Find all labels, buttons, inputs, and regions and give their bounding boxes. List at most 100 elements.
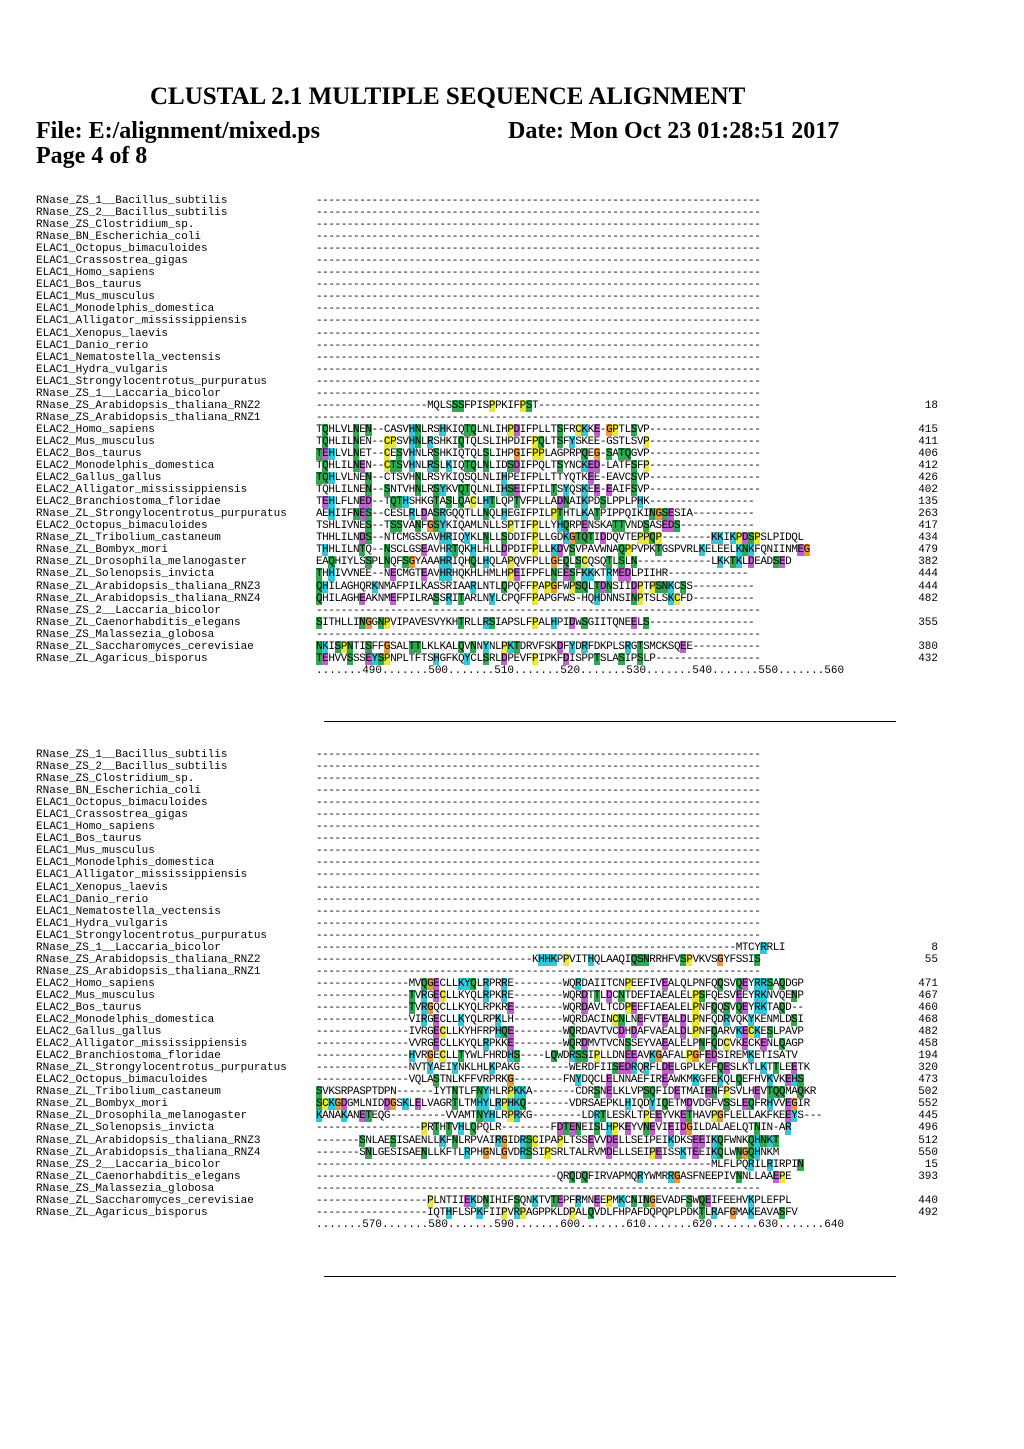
sequence-residues: ----------------------------------------… — [316, 785, 761, 798]
sequence-residues: -----------------------------------KHHKP… — [316, 953, 761, 966]
sequence-residues: SVKSRPASPTDPN------IYTNTLFNYHLRPKKA-----… — [316, 1086, 816, 1099]
residue-count: 479 — [918, 544, 938, 557]
sequence-residues: ----------------------------------------… — [316, 833, 761, 846]
sequence-name: ELAC1_Hydra_vulgaris — [36, 363, 169, 376]
sequence-residues: ----------------------------------------… — [316, 857, 761, 870]
sequence-row: ELAC1_Crassostrea_gigas -----------------… — [36, 809, 996, 821]
sequence-residues: TQHLILNEN--CPSVHNLRSHKIQTQLSLIHPDIFPQLTS… — [316, 435, 761, 448]
residue-count: 411 — [918, 435, 938, 448]
sequence-residues: ---------------------------------------Q… — [316, 1170, 792, 1183]
sequence-row: RNase_ZL_Caenorhabditis_elegans ---------… — [36, 1170, 996, 1183]
sequence-name: RNase_ZS_1__Bacillus_subtilis — [36, 749, 228, 761]
sequence-row: RNase_ZL_Drosophila_melanogaster EAQHIYLS… — [36, 556, 996, 569]
sequence-row: ELAC1_Danio_rerio -----------------------… — [36, 340, 996, 352]
sequence-residues: ----------------------------------------… — [316, 869, 761, 882]
residue-count: 444 — [918, 580, 938, 593]
sequence-residues: -------SNLGESISAENLLKFTLRPHGNLGVDRSSIPSR… — [316, 1146, 779, 1159]
sequence-row: ELAC1_Homo_sapiens ----------------------… — [36, 821, 996, 833]
sequence-name: ELAC2_Gallus_gallus — [36, 1026, 162, 1039]
sequence-residues: ----------------------------------------… — [316, 604, 761, 617]
sequence-residues: ----------------------------------------… — [316, 749, 761, 761]
sequence-row: RNase_ZL_Saccharomyces_cerevisiae NKISPNT… — [36, 640, 996, 653]
residue-count: 473 — [918, 1074, 938, 1087]
sequence-name: RNase_ZL_Bombyx_mori — [36, 1098, 169, 1111]
sequence-name: RNase_ZL_Arabidopsis_thaliana_RNZ3 — [36, 580, 261, 593]
residue-count: 18 — [924, 399, 938, 412]
sequence-name: ELAC1_Bos_taurus — [36, 279, 142, 292]
sequence-row: ELAC1_Bos_taurus ------------------------… — [36, 833, 996, 845]
sequence-name: RNase_ZL_Strongylocentrotus_purpuratus — [36, 1062, 287, 1075]
sequence-row: ELAC2_Branchiostoma_floridae ------------… — [36, 1050, 996, 1063]
sequence-name: RNase_ZS_2__Bacillus_subtilis — [36, 761, 228, 774]
sequence-residues: ----------------------------------------… — [316, 881, 761, 894]
sequence-name: ELAC1_Danio_rerio — [36, 893, 149, 906]
sequence-name: ELAC1_Xenopus_laevis — [36, 881, 169, 894]
sequence-name: ELAC2_Branchiostoma_floridae — [36, 1050, 221, 1063]
residue-count: 393 — [918, 1170, 938, 1183]
sequence-name: ELAC1_Bos_taurus — [36, 833, 142, 846]
sequence-residues: ---------------VIRGECLLKYQLRPKLH--------… — [316, 1014, 804, 1027]
sequence-residues: TEHLFLNED--TQTHSHKGTASLQACLHTLQPTVFPLLAD… — [316, 496, 755, 509]
sequence-residues: ----------------------------------------… — [316, 941, 786, 954]
sequence-row: ELAC1_Hydra_vulgaris --------------------… — [36, 918, 996, 930]
sequence-name: ELAC2_Bos_taurus — [36, 447, 142, 460]
sequence-residues: ----------------------------------------… — [316, 279, 761, 292]
sequence-residues: ----------------------------------------… — [316, 411, 761, 424]
sequence-name: RNase_ZL_Arabidopsis_thaliana_RNZ4 — [36, 1146, 261, 1159]
sequence-row: RNase_ZS_Arabidopsis_thaliana_RNZ1 ------… — [36, 966, 996, 978]
sequence-row: ELAC1_Octopus_bimaculoides --------------… — [36, 243, 996, 255]
sequence-row: ELAC1_Nematostella_vectensis ------------… — [36, 906, 996, 918]
sequence-name: ELAC1_Mus_musculus — [36, 291, 155, 304]
sequence-name: ELAC1_Nematostella_vectensis — [36, 351, 221, 364]
sequence-row: ELAC1_Crassostrea_gigas -----------------… — [36, 255, 996, 267]
block-separator-2 — [324, 1276, 896, 1277]
sequence-name: RNase_ZL_Tribolium_castaneum — [36, 532, 221, 545]
sequence-residues: ----------------------------------------… — [316, 375, 761, 388]
sequence-residues: ----------------------------------------… — [316, 821, 761, 834]
sequence-row: ELAC2_Bos_taurus TEHLVLNET--CESVHNLRSHKIQ… — [36, 447, 996, 461]
sequence-row: RNase_ZS_2__Bacillus_subtilis -----------… — [36, 761, 996, 773]
sequence-name: ELAC1_Danio_rerio — [36, 339, 149, 352]
residue-count: 417 — [918, 520, 938, 533]
sequence-row: ELAC1_Hydra_vulgaris --------------------… — [36, 364, 996, 376]
sequence-residues: KANAKANETEQG---------VVAMTNYHLRPRKG-----… — [316, 1110, 823, 1123]
sequence-residues: ----------------------------------------… — [316, 809, 761, 822]
sequence-residues: ----------------------------------------… — [316, 219, 761, 232]
sequence-residues: THHLILNDS--NTCMGSSAVHRIQYKLNLLSDDIFPLLGD… — [316, 532, 804, 545]
sequence-row: RNase_ZL_Strongylocentrotus_purpuratus AE… — [36, 508, 996, 521]
sequence-name: RNase_ZS_Malassezia_globosa — [36, 1182, 215, 1195]
sequence-residues: EAQHIYLSSPLNQFSGYAAAHRIQHQLHQLAPQVFPLLGE… — [316, 556, 792, 569]
sequence-residues: -------SNLAESISAENLLKFNLRPVAIRGIDRSCIPAP… — [316, 1134, 779, 1147]
sequence-name: ELAC1_Octopus_bimaculoides — [36, 797, 208, 810]
sequence-name: RNase_ZL_Caenorhabditis_elegans — [36, 616, 241, 629]
sequence-residues: SCKGDGMLNIDDGSKLELVAGRTLTMHYLRPHKQ------… — [316, 1098, 810, 1111]
sequence-name: ELAC1_Strongylocentrotus_purpuratus — [36, 929, 268, 942]
residue-count: 502 — [918, 1086, 938, 1099]
sequence-name: ELAC2_Bos_taurus — [36, 1001, 142, 1014]
sequence-residues: ----------------------------------------… — [316, 291, 761, 304]
sequence-name: RNase_ZS_Arabidopsis_thaliana_RNZ2 — [36, 399, 261, 412]
sequence-name: RNase_ZL_Agaricus_bisporus — [36, 1206, 208, 1219]
sequence-name: ELAC2_Monodelphis_domestica — [36, 1014, 215, 1027]
sequence-name: ELAC2_Octopus_bimaculoides — [36, 1074, 208, 1087]
sequence-name: RNase_BN_Escherichia_coli — [36, 785, 202, 798]
sequence-name: RNase_ZS_2__Laccaria_bicolor — [36, 604, 221, 617]
sequence-row: ELAC2_Monodelphis_domestica -------------… — [36, 1014, 996, 1027]
sequence-name: ELAC1_Alligator_mississippiensis — [36, 315, 248, 328]
sequence-row: RNase_ZS_2__Laccaria_bicolor ------------… — [36, 605, 996, 617]
residue-count: 467 — [918, 989, 938, 1002]
sequence-name: RNase_ZL_Arabidopsis_thaliana_RNZ3 — [36, 1134, 261, 1147]
sequence-residues: ---------------TVRGQCLLKYQLRPKRE--------… — [316, 1001, 804, 1015]
sequence-row: ELAC1_Alligator_mississippiensis --------… — [36, 869, 996, 881]
residue-count: 402 — [918, 484, 938, 497]
residue-count: 432 — [918, 652, 938, 665]
sequence-row: RNase_ZS_Malassezia_globosa -------------… — [36, 1183, 996, 1195]
sequence-residues: ----------------------------------------… — [316, 1182, 761, 1195]
residue-count: 444 — [918, 568, 938, 581]
sequence-row: RNase_ZL_Tribolium_castaneum SVKSRPASPTDP… — [36, 1086, 996, 1099]
residue-count: 320 — [918, 1062, 938, 1075]
sequence-residues: ---------------VVRGECLLKYQLRPKKE--------… — [316, 1038, 804, 1051]
sequence-row: ELAC1_Nematostella_vectensis ------------… — [36, 352, 996, 364]
sequence-row: RNase_ZS_2__Bacillus_subtilis -----------… — [36, 207, 996, 219]
